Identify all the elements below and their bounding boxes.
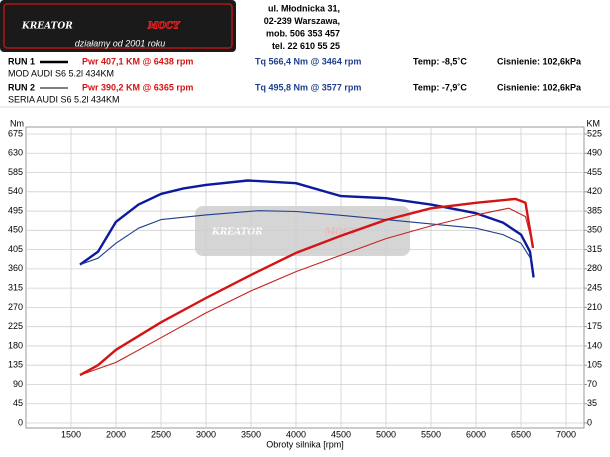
run-temp: Temp: -7,9˚C [413, 82, 467, 92]
logo-panel [0, 0, 236, 52]
run-temp: Temp: -8,5˚C [413, 56, 467, 66]
y2-tick-label: 0 [587, 417, 592, 427]
y2-tick-label: 420 [587, 186, 602, 196]
run-pressure: Cisnienie: 102,6kPa [497, 56, 582, 66]
y2-tick-label: 175 [587, 321, 602, 331]
y2-tick-label: 455 [587, 167, 602, 177]
curve [79, 179, 535, 278]
y-tick-label: 540 [8, 186, 23, 196]
curve [79, 210, 533, 266]
y-tick-label: 360 [8, 263, 23, 273]
y2-tick-label: 490 [587, 148, 602, 158]
y2-axis-label: KM [587, 118, 601, 128]
address-line: mob. 506 353 457 [266, 28, 340, 38]
run-label: RUN 1 [8, 56, 35, 66]
x-tick-label: 6000 [466, 429, 486, 439]
x-tick-label: 3500 [241, 429, 261, 439]
logo-border [3, 3, 233, 49]
y2-tick-label: 35 [587, 398, 597, 408]
y-tick-label: 135 [8, 360, 23, 370]
address-line: 02-239 Warszawa, [264, 16, 340, 26]
y2-tick-label: 280 [587, 263, 602, 273]
y-tick-label: 180 [8, 340, 23, 350]
x-tick-label: 7000 [556, 429, 576, 439]
y-tick-label: 315 [8, 283, 23, 293]
x-axis-label: Obroty silnika [rpm] [266, 439, 344, 449]
y2-tick-label: 315 [587, 244, 602, 254]
run-torque: Tq 566,4 Nm @ 3464 rpm [255, 56, 361, 66]
logo-tagline: działamy od 2001 roku [75, 38, 166, 48]
y2-tick-label: 70 [587, 379, 597, 389]
x-tick-label: 2500 [151, 429, 171, 439]
y-tick-label: 495 [8, 205, 23, 215]
address-line: tel. 22 610 55 25 [272, 41, 340, 51]
y-axis-label: Nm [10, 118, 24, 128]
run-car: MOD AUDI S6 5.2l 434KM [8, 68, 114, 78]
y-tick-label: 675 [8, 128, 23, 138]
curve [79, 207, 533, 376]
y-tick-label: 90 [13, 379, 23, 389]
curve [79, 197, 535, 377]
x-tick-label: 4000 [286, 429, 306, 439]
run-label: RUN 2 [8, 82, 35, 92]
x-tick-label: 5000 [376, 429, 396, 439]
y-tick-label: 450 [8, 225, 23, 235]
y2-tick-label: 525 [587, 128, 602, 138]
y2-tick-label: 350 [587, 225, 602, 235]
y-tick-label: 45 [13, 398, 23, 408]
y-tick-label: 585 [8, 167, 23, 177]
x-tick-label: 4500 [331, 429, 351, 439]
watermark-panel [195, 206, 410, 256]
y2-tick-label: 105 [587, 360, 602, 370]
run-torque: Tq 495,8 Nm @ 3577 rpm [255, 82, 361, 92]
y-tick-label: 270 [8, 302, 23, 312]
x-tick-label: 3000 [196, 429, 216, 439]
y2-tick-label: 385 [587, 205, 602, 215]
x-tick-label: 6500 [511, 429, 531, 439]
plot-frame [25, 126, 585, 429]
watermark-main: KREATOR [211, 228, 263, 238]
x-tick-label: 1500 [61, 429, 81, 439]
y2-tick-label: 210 [587, 302, 602, 312]
y-tick-label: 405 [8, 244, 23, 254]
x-tick-label: 2000 [106, 429, 126, 439]
logo-accent: MOCY [147, 22, 181, 32]
y-tick-label: 630 [8, 148, 23, 158]
y2-tick-label: 245 [587, 283, 602, 293]
x-tick-label: 5500 [421, 429, 441, 439]
y-tick-label: 0 [18, 417, 23, 427]
run-power: Pwr 407,1 KM @ 6438 rpm [82, 56, 193, 66]
run-pressure: Cisnienie: 102,6kPa [497, 82, 582, 92]
logo-main: KREATOR [21, 22, 73, 32]
y-tick-label: 225 [8, 321, 23, 331]
y2-tick-label: 140 [587, 340, 602, 350]
address-line: ul. Młodnicka 31, [268, 3, 340, 13]
run-power: Pwr 390,2 KM @ 6365 rpm [82, 82, 193, 92]
run-car: SERIA AUDI S6 5.2l 434KM [8, 94, 120, 104]
